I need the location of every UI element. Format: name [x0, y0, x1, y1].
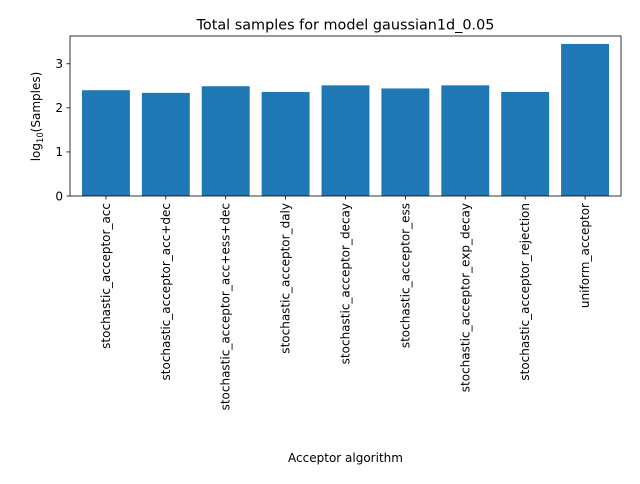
bar-7: [501, 91, 550, 196]
y-tick-label-3: 3: [55, 57, 63, 71]
bar-5: [381, 88, 430, 196]
x-tick-label-8: uniform_acceptor: [578, 203, 592, 308]
bar-8: [561, 43, 610, 197]
x-tick-label-2: stochastic_acceptor_acc+ess+dec: [219, 203, 233, 410]
bars-layer: [81, 43, 610, 197]
bar-3: [261, 91, 310, 196]
chart-title: Total samples for model gaussian1d_0.05: [196, 18, 495, 34]
x-tick-label-7: stochastic_acceptor_rejection: [518, 203, 532, 381]
bar-0: [81, 90, 130, 196]
x-tick-label-5: stochastic_acceptor_ess: [398, 203, 412, 348]
y-axis-label: log10(Samples): [29, 72, 45, 162]
y-axis-label-prefix: log: [29, 143, 43, 161]
y-axis-label-suffix: (Samples): [29, 72, 43, 133]
bar-4: [321, 85, 370, 196]
x-tick-label-1: stochastic_acceptor_acc+dec: [159, 203, 173, 380]
x-tick-labels: stochastic_acceptor_acc stochastic_accept…: [99, 196, 592, 410]
y-tick-label-2: 2: [55, 101, 63, 115]
y-tick-label-1: 1: [55, 145, 63, 159]
bar-2: [201, 86, 250, 196]
y-tick-label-0: 0: [55, 189, 63, 203]
x-tick-label-6: stochastic_acceptor_exp_decay: [458, 203, 472, 392]
bar-6: [441, 85, 490, 196]
x-tick-label-3: stochastic_acceptor_daly: [279, 203, 293, 354]
x-tick-label-4: stochastic_acceptor_decay: [339, 203, 353, 364]
y-axis-label-subscript: 10: [35, 132, 45, 143]
x-tick-label-0: stochastic_acceptor_acc: [99, 203, 113, 349]
y-tick-labels: 0 1 2 3: [55, 57, 70, 203]
bar-1: [141, 92, 190, 196]
x-axis-label: Acceptor algorithm: [288, 451, 403, 465]
